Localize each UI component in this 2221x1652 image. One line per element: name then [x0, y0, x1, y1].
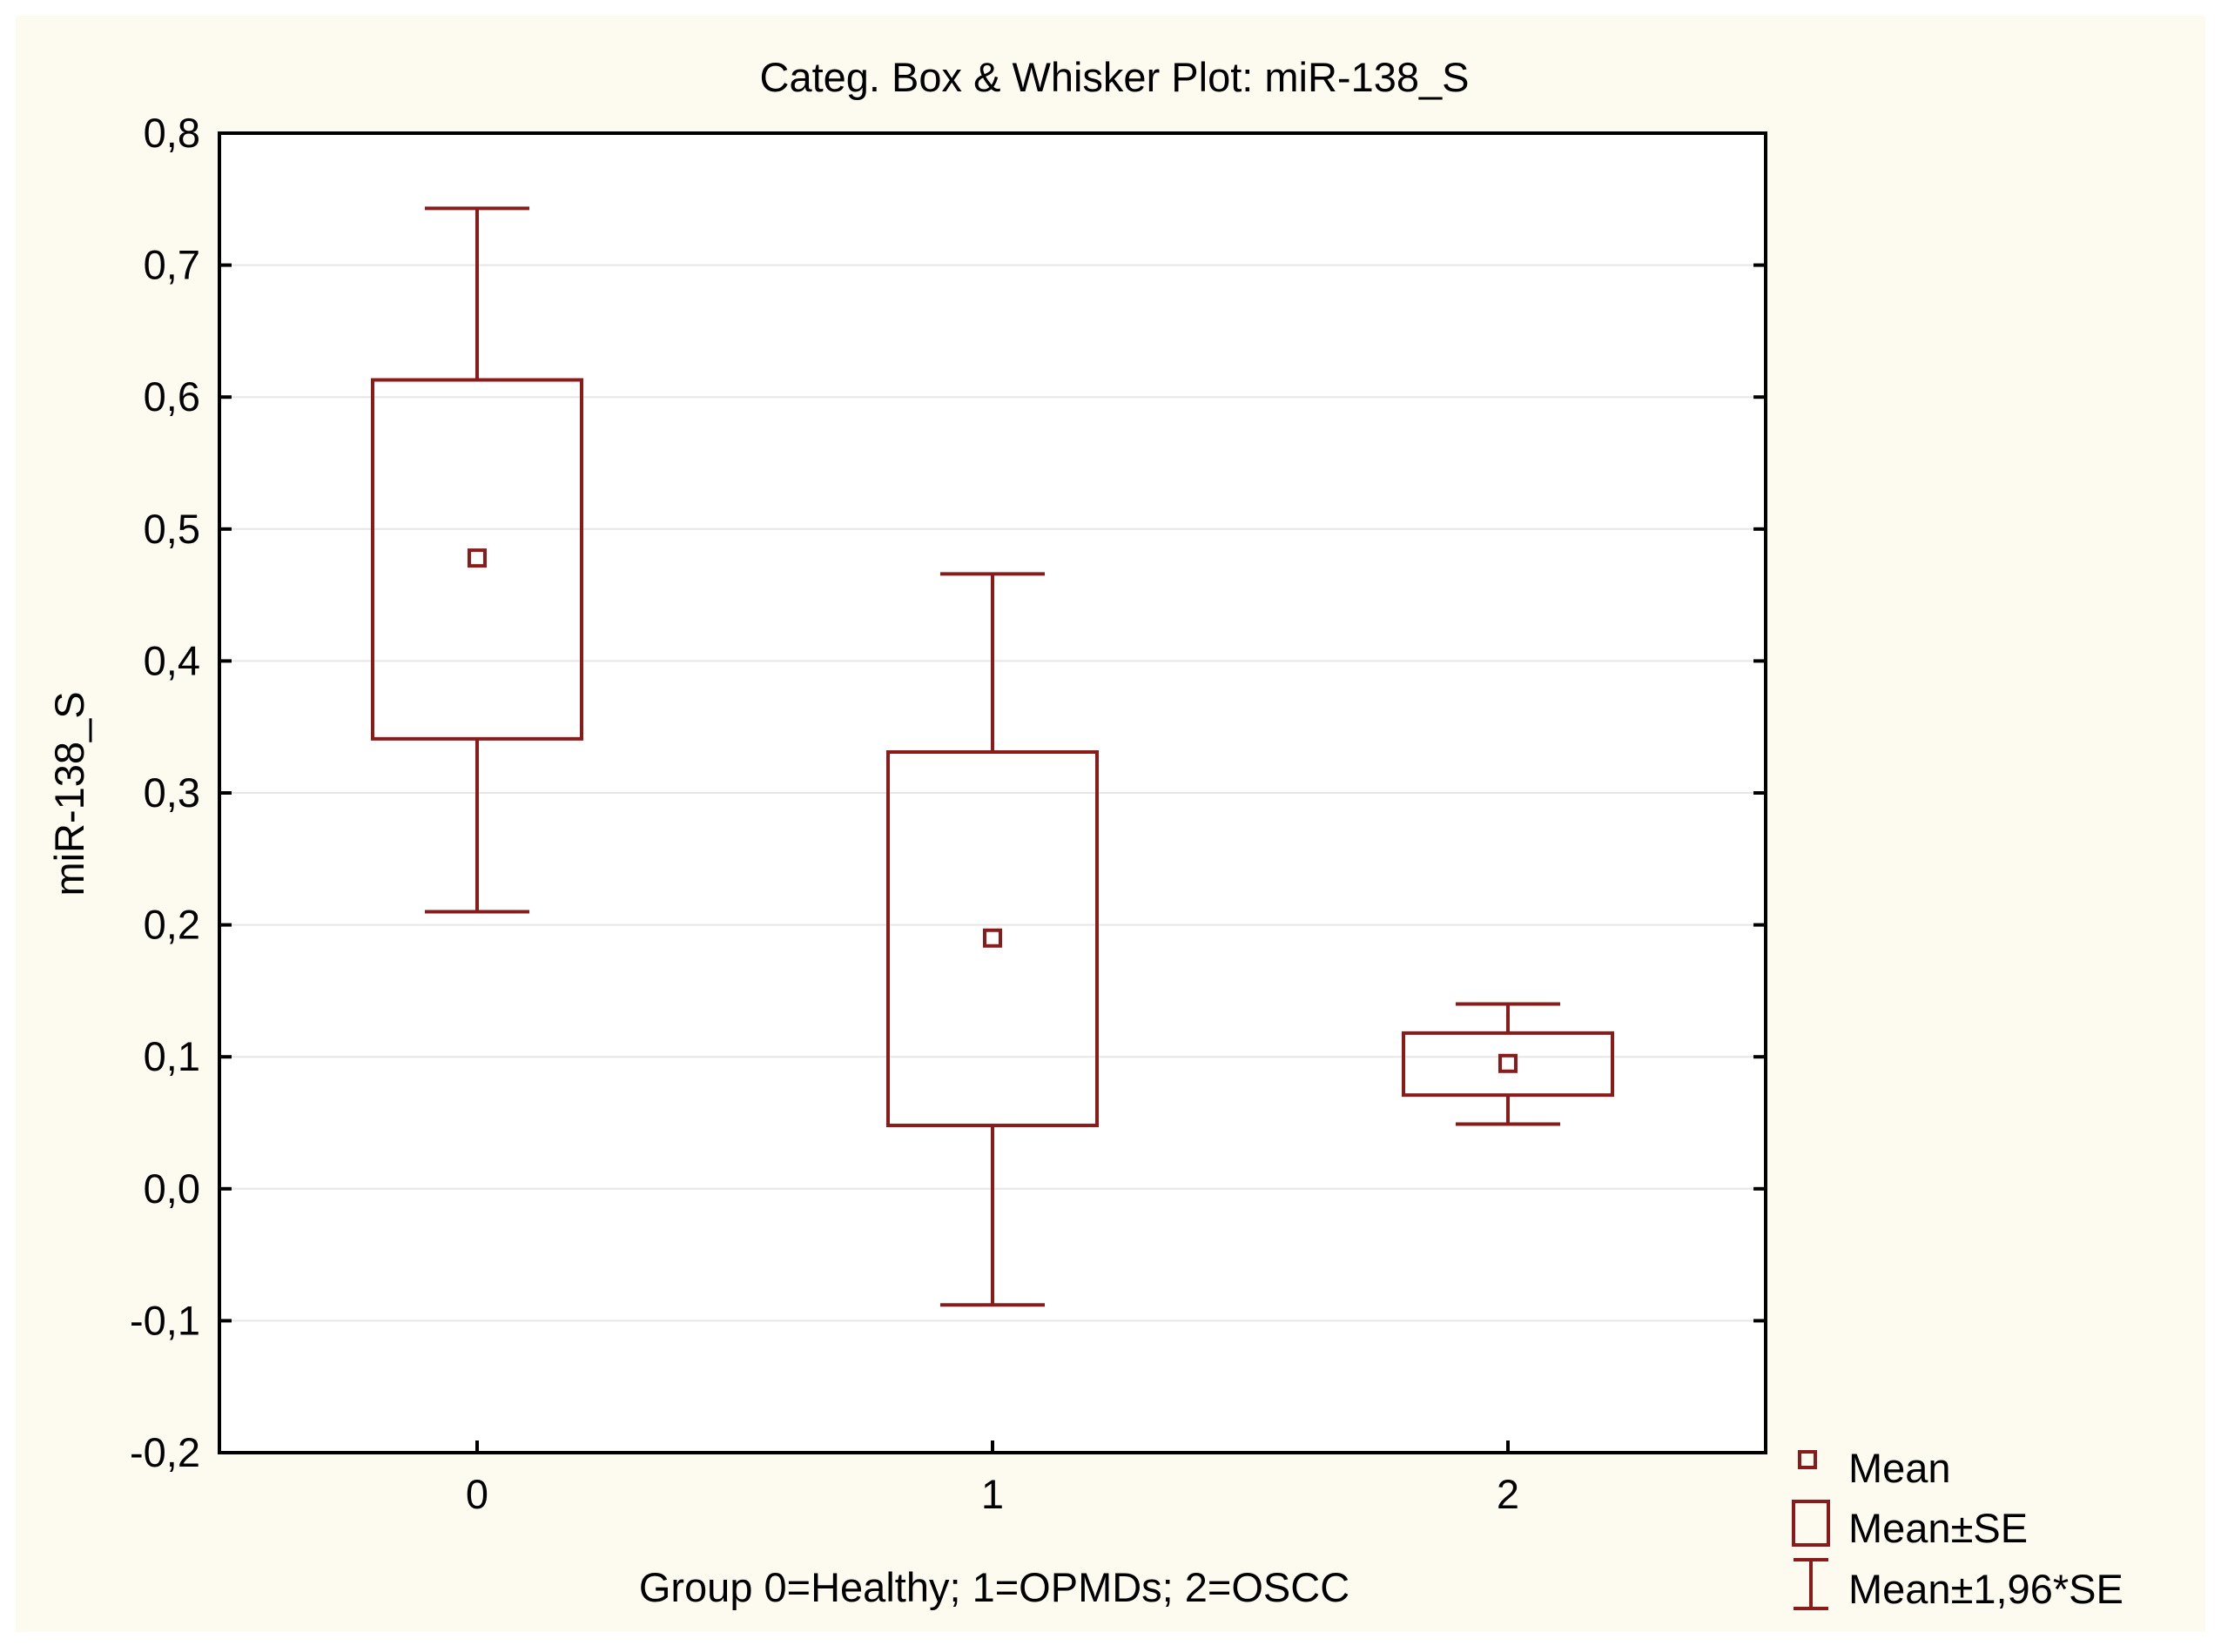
- box-group: [886, 572, 1099, 1307]
- y-axis-label: miR-138_S: [46, 691, 92, 896]
- legend-mean-marker: [1798, 1450, 1817, 1469]
- legend-label-mean: Mean: [1848, 1445, 1951, 1491]
- x-tick-label: 0: [466, 1471, 488, 1517]
- axis-ticks: -0,2 -0,1 0,0 0,1 0,2 0,3 0,4 0,5 0,6 0,7 0,8 0 1 2: [130, 110, 1766, 1517]
- y-tick-label: 0,1: [144, 1033, 200, 1079]
- plot-frame: [218, 131, 1767, 1454]
- se-box: [371, 378, 583, 741]
- y-tick-label: 0,0: [144, 1165, 200, 1212]
- y-tick-label: 0,6: [144, 373, 200, 420]
- y-tick-label: 0,5: [144, 506, 200, 552]
- box-group: [1402, 1002, 1614, 1126]
- legend-label-se: Mean±SE: [1848, 1505, 2028, 1551]
- chart-title: Categ. Box & Whisker Plot: miR-138_S: [760, 54, 1470, 100]
- mean-marker: [983, 928, 1002, 948]
- y-tick-label: -0,2: [130, 1429, 200, 1475]
- y-tick-label: -0,1: [130, 1297, 200, 1343]
- x-axis-label: Group 0=Healthy; 1=OPMDs; 2=OSCC: [639, 1564, 1349, 1610]
- y-tick-label: 0,3: [144, 769, 200, 816]
- legend: Mean Mean±SE Mean±1,96*SE: [1792, 1445, 2123, 1612]
- mean-marker: [1498, 1053, 1518, 1073]
- legend-label-ci: Mean±1,96*SE: [1848, 1566, 2123, 1612]
- se-box: [1402, 1031, 1614, 1098]
- y-tick-label: 0,2: [144, 902, 200, 948]
- mean-marker: [468, 548, 487, 568]
- legend-se-box: [1792, 1500, 1830, 1547]
- y-tick-label: 0,4: [144, 637, 200, 683]
- box-group: [371, 206, 583, 914]
- grid-lines: [219, 264, 1766, 1322]
- x-tick-label: 2: [1497, 1471, 1519, 1517]
- se-box: [886, 750, 1099, 1128]
- legend-whisker-icon: [1794, 1558, 1828, 1610]
- x-tick-label: 1: [981, 1471, 1004, 1517]
- y-tick-label: 0,7: [144, 242, 200, 288]
- box-series: [371, 206, 1614, 1307]
- y-tick-label: 0,8: [144, 110, 200, 156]
